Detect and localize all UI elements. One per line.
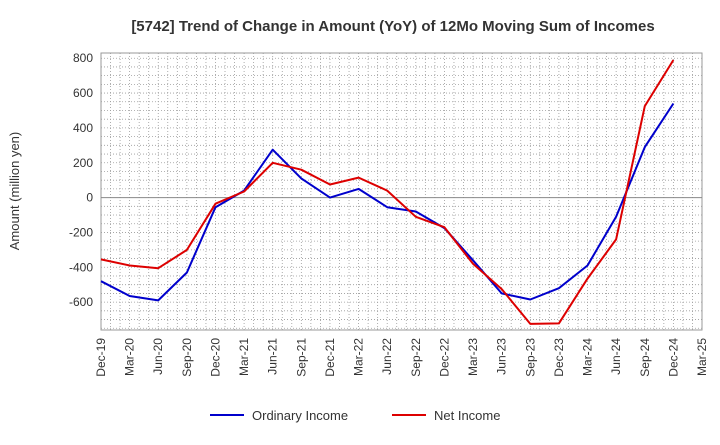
x-tick-label: Sep-21 bbox=[294, 338, 308, 377]
x-tick-label: Dec-19 bbox=[94, 338, 108, 377]
x-tick-label: Sep-20 bbox=[180, 338, 194, 377]
y-tick-label: 800 bbox=[73, 51, 93, 65]
x-tick-label: Dec-24 bbox=[666, 338, 680, 377]
y-tick-label: 200 bbox=[73, 156, 93, 170]
y-tick-label: 0 bbox=[86, 191, 93, 205]
x-tick-label: Sep-22 bbox=[409, 338, 423, 377]
legend-label-ordinary-income: Ordinary Income bbox=[252, 408, 348, 423]
x-tick-label: Mar-21 bbox=[237, 338, 251, 376]
x-tick-label: Dec-20 bbox=[208, 338, 222, 377]
x-tick-label: Jun-23 bbox=[495, 338, 509, 375]
net-income-line bbox=[100, 59, 675, 325]
y-tick-label: 400 bbox=[73, 121, 93, 135]
plot-frame bbox=[100, 52, 703, 331]
x-tick-label: Mar-23 bbox=[466, 338, 480, 376]
y-tick-label: -400 bbox=[69, 260, 93, 274]
legend: Ordinary Income Net Income bbox=[210, 408, 500, 423]
x-tick-label: Dec-22 bbox=[437, 338, 451, 377]
y-tick-label: -200 bbox=[69, 225, 93, 239]
x-tick-label: Sep-23 bbox=[523, 338, 537, 377]
x-tick-label: Jun-24 bbox=[609, 338, 623, 375]
x-tick-label: Dec-21 bbox=[323, 338, 337, 377]
x-tick-label: Mar-25 bbox=[695, 338, 709, 376]
y-tick-label: -600 bbox=[69, 295, 93, 309]
x-tick-label: Jun-20 bbox=[151, 338, 165, 375]
x-tick-label: Mar-22 bbox=[352, 338, 366, 376]
x-tick-label: Sep-24 bbox=[638, 338, 652, 377]
x-tick-label: Mar-20 bbox=[123, 338, 137, 376]
x-tick-label: Dec-23 bbox=[552, 338, 566, 377]
chart-title: [5742] Trend of Change in Amount (YoY) o… bbox=[131, 18, 654, 35]
y-tick-label: 600 bbox=[73, 86, 93, 100]
x-tick-label: Jun-21 bbox=[266, 338, 280, 375]
x-tick-label: Mar-24 bbox=[581, 338, 595, 376]
plot-area: 800 600 400 200 0 -200 -400 -600 Dec-19 Mar-20 Jun… bbox=[69, 51, 709, 376]
y-axis-label: Amount (million yen) bbox=[7, 132, 22, 251]
legend-label-net-income: Net Income bbox=[434, 408, 500, 423]
ordinary-income-line bbox=[100, 102, 675, 302]
x-tick-label: Jun-22 bbox=[380, 338, 394, 375]
